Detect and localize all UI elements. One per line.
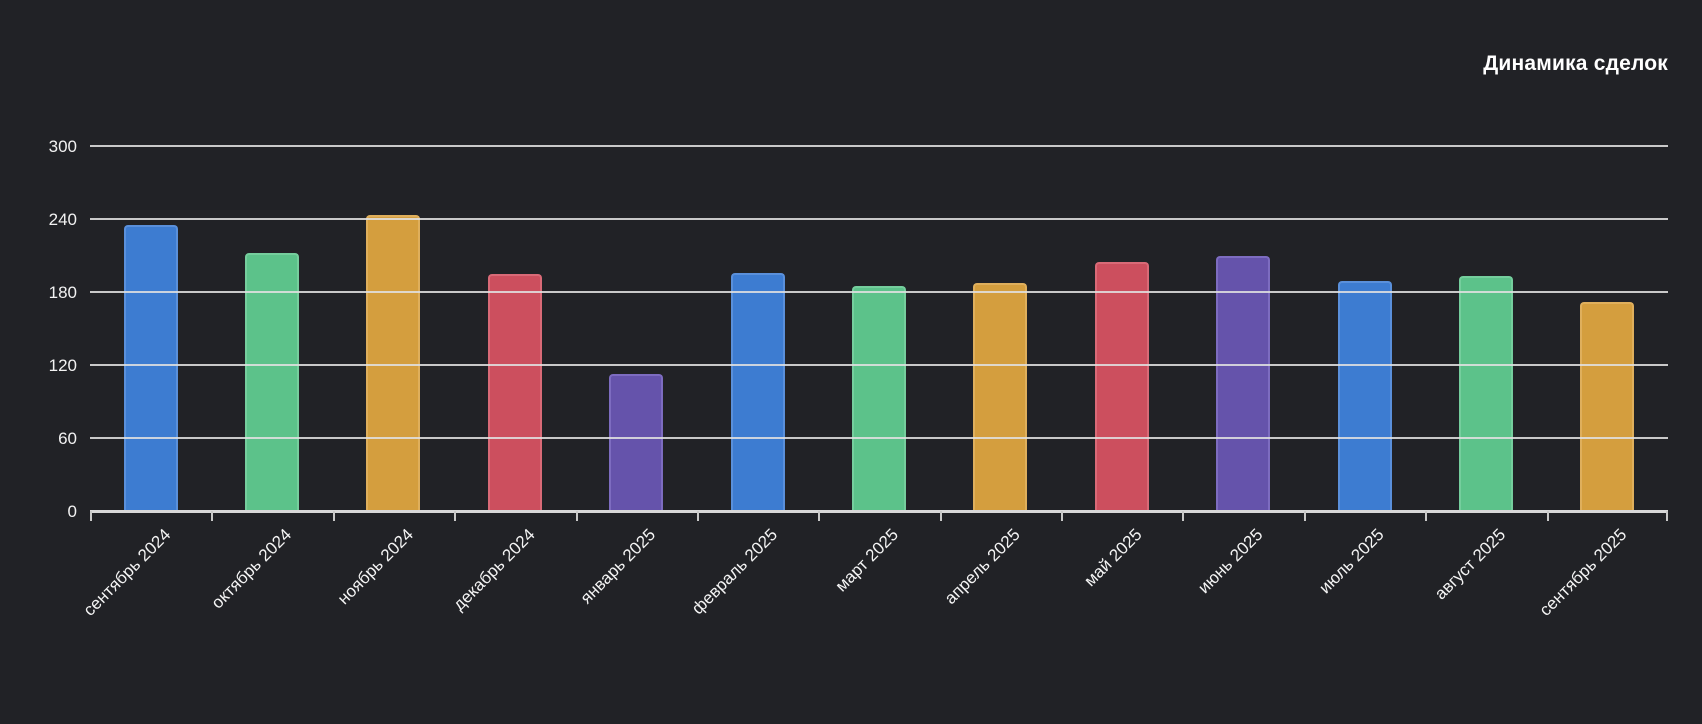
y-axis-label-300: 300 [48,137,77,156]
x-axis-label-октябрь-2024: октябрь 2024 [208,525,296,613]
bar-февраль-2025[interactable] [730,272,785,511]
x-axis-label-август-2025: август 2025 [1430,525,1510,604]
gridline-240 [90,218,1668,220]
x-axis-label-сентябрь-2024: сентябрь 2024 [79,525,175,620]
gridline-60 [90,437,1668,439]
x-axis-tick [1061,511,1064,521]
bar-январь-2025[interactable] [609,373,664,511]
x-axis-tick [818,511,821,521]
x-axis-label-март-2025: март 2025 [832,525,903,596]
x-axis-label-июль-2025: июль 2025 [1315,525,1388,598]
y-axis-label-120: 120 [48,356,77,375]
x-axis-label-февраль-2025: февраль 2025 [687,525,782,619]
x-axis-tick [1303,511,1306,521]
x-axis-label-ноябрь-2024: ноябрь 2024 [333,525,417,609]
x-axis-line [90,510,1668,513]
x-axis-tick [1666,511,1668,521]
y-axis-label-60: 60 [58,429,77,448]
x-axis-tick [575,511,578,521]
x-axis-tick [1182,511,1185,521]
bar-октябрь-2024[interactable] [245,253,300,511]
x-axis-tick [1546,511,1549,521]
bar-июнь-2025[interactable] [1216,255,1271,511]
plot-area: 0 60 120 180 240 300 сентябрь 2024 октябрь 2024… [49,138,1668,620]
x-axis-label-май-2025: май 2025 [1080,525,1146,591]
x-axis-tick [90,511,92,521]
bar-март-2025[interactable] [852,285,906,511]
bar-июль-2025[interactable] [1337,281,1392,511]
x-axis-tick [332,511,335,521]
bar-декабрь-2024[interactable] [487,273,542,511]
bar-апрель-2025[interactable] [973,283,1028,511]
bar-сентябрь-2024[interactable] [123,225,178,511]
bar-сентябрь-2025[interactable] [1580,301,1635,511]
x-axis-label-январь-2025: январь 2025 [577,525,660,608]
bar-ноябрь-2024[interactable] [366,215,421,511]
x-axis-label-июнь-2025: июнь 2025 [1194,525,1267,598]
gridline-180 [90,291,1668,293]
y-axis-label-240: 240 [48,210,77,229]
x-axis-label-апрель-2025: апрель 2025 [940,525,1024,608]
x-axis-tick [939,511,942,521]
gridline-120 [90,364,1668,366]
x-axis-tick [1425,511,1428,521]
x-axis-label-сентябрь-2025: сентябрь 2025 [1536,525,1631,620]
y-axis-label-0: 0 [67,502,77,521]
chart-title: Динамика сделок [1483,52,1668,75]
bar-август-2025[interactable] [1458,276,1513,511]
x-axis-label-декабрь-2024: декабрь 2024 [449,525,539,615]
x-axis-tick [454,511,457,521]
x-axis-tick [211,511,214,521]
x-axis-tick [696,511,699,521]
y-axis-label-180: 180 [48,283,77,302]
gridline-300 [90,145,1668,147]
bar-май-2025[interactable] [1094,261,1149,511]
